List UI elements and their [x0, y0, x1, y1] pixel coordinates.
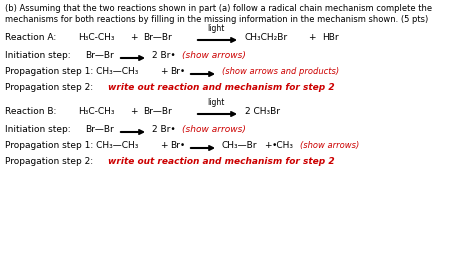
Text: Reaction B:: Reaction B:	[5, 107, 56, 116]
Text: +: +	[160, 141, 167, 150]
Text: Br—Br: Br—Br	[85, 125, 114, 134]
Text: HBr: HBr	[322, 33, 338, 42]
Text: Br—Br: Br—Br	[85, 51, 114, 60]
Text: write out reaction and mechanism for step 2: write out reaction and mechanism for ste…	[108, 157, 335, 166]
Text: (show arrows): (show arrows)	[182, 51, 246, 60]
Text: 2 Br•: 2 Br•	[152, 125, 176, 134]
Text: CH₃CH₂Br: CH₃CH₂Br	[245, 33, 288, 42]
Text: +: +	[264, 141, 272, 150]
Text: (b) Assuming that the two reactions shown in part (a) follow a radical chain mec: (b) Assuming that the two reactions show…	[5, 4, 432, 13]
Text: Br—Br: Br—Br	[143, 33, 172, 42]
Text: Propagation step 2:: Propagation step 2:	[5, 83, 93, 92]
Text: H₃C-CH₃: H₃C-CH₃	[78, 107, 115, 116]
Text: +: +	[160, 67, 167, 76]
Text: Br•: Br•	[170, 141, 185, 150]
Text: Initiation step:: Initiation step:	[5, 51, 71, 60]
Text: Initiation step:: Initiation step:	[5, 125, 71, 134]
Text: write out reaction and mechanism for step 2: write out reaction and mechanism for ste…	[108, 83, 335, 92]
Text: light: light	[207, 24, 224, 33]
Text: CH₃—Br: CH₃—Br	[222, 141, 257, 150]
Text: Propagation step 2:: Propagation step 2:	[5, 157, 93, 166]
Text: Br—Br: Br—Br	[143, 107, 172, 116]
Text: H₃C-CH₃: H₃C-CH₃	[78, 33, 115, 42]
Text: 2 Br•: 2 Br•	[152, 51, 176, 60]
Text: +: +	[130, 107, 137, 116]
Text: light: light	[207, 98, 224, 107]
Text: Br•: Br•	[170, 67, 185, 76]
Text: (show arrows and products): (show arrows and products)	[222, 67, 339, 76]
Text: Propagation step 1: CH₃—CH₃: Propagation step 1: CH₃—CH₃	[5, 67, 138, 76]
Text: (show arrows): (show arrows)	[300, 141, 359, 150]
Text: Reaction A:: Reaction A:	[5, 33, 56, 42]
Text: Propagation step 1: CH₃—CH₃: Propagation step 1: CH₃—CH₃	[5, 141, 138, 150]
Text: 2 CH₃Br: 2 CH₃Br	[245, 107, 280, 116]
Text: (show arrows): (show arrows)	[182, 125, 246, 134]
Text: •CH₃: •CH₃	[272, 141, 294, 150]
Text: +: +	[308, 33, 316, 42]
Text: mechanisms for both reactions by filling in the missing information in the mecha: mechanisms for both reactions by filling…	[5, 15, 428, 24]
Text: +: +	[130, 33, 137, 42]
